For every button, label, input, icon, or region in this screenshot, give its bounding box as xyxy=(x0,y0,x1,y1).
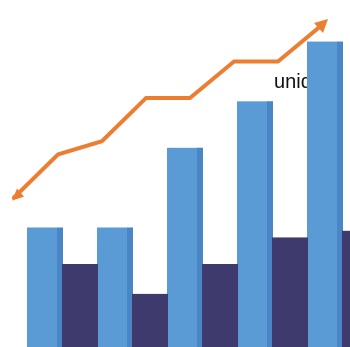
bar-dark-3 xyxy=(202,264,238,347)
bar-dark-2 xyxy=(132,293,168,347)
bar-dark-4 xyxy=(272,237,308,347)
trend-line xyxy=(12,22,324,200)
bars-layer xyxy=(27,41,350,347)
bar-light-shade-3 xyxy=(197,147,203,347)
trend-arrowhead-start xyxy=(12,188,24,201)
trend-arrowhead-end xyxy=(314,18,328,33)
bar-light-shade-5 xyxy=(337,41,343,347)
bar-dark-5 xyxy=(342,230,350,347)
bar-dark-1 xyxy=(62,264,98,347)
bar-light-shade-1 xyxy=(57,227,63,347)
bar-light-shade-2 xyxy=(127,227,133,347)
bar-light-shade-4 xyxy=(267,101,273,347)
trend-layer xyxy=(12,18,328,201)
